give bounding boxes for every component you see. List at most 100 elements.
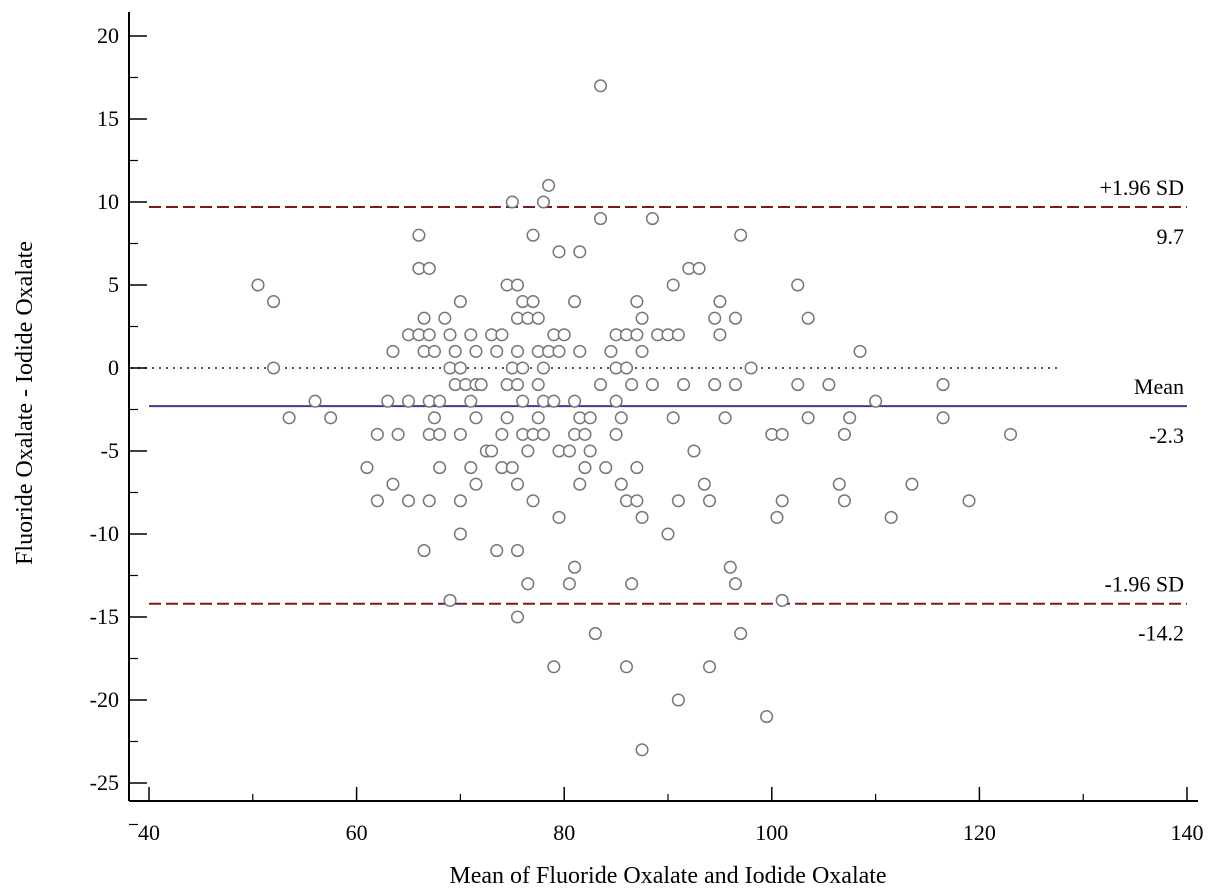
data-point <box>714 329 726 341</box>
data-point <box>429 412 441 424</box>
data-point <box>496 329 508 341</box>
data-point <box>403 495 415 507</box>
y-tick-label: -5 <box>101 438 119 463</box>
data-point <box>761 711 773 723</box>
data-point <box>532 412 544 424</box>
data-point <box>730 578 742 590</box>
axes: 20 15 10 5 0 -5 -10 -15 -20 -25 40 60 80 100 120 140 <box>90 12 1204 845</box>
y-tick-label: 5 <box>108 272 119 297</box>
data-point <box>615 412 627 424</box>
data-point <box>735 628 747 640</box>
data-point <box>527 296 539 308</box>
data-point <box>937 412 949 424</box>
data-point <box>387 346 399 358</box>
data-point <box>507 196 519 208</box>
data-point <box>621 661 633 673</box>
data-point <box>512 279 524 291</box>
data-point <box>615 478 627 490</box>
data-point <box>491 545 503 557</box>
data-point <box>667 279 679 291</box>
x-tick-label: 60 <box>346 820 368 845</box>
data-point <box>673 694 685 706</box>
data-point <box>522 578 534 590</box>
data-point <box>574 346 586 358</box>
data-point <box>823 379 835 391</box>
data-point <box>434 395 446 407</box>
data-point <box>553 246 565 258</box>
data-point <box>470 478 482 490</box>
data-point <box>636 512 648 524</box>
data-point <box>636 346 648 358</box>
data-point <box>532 312 544 324</box>
data-point <box>771 512 783 524</box>
data-point <box>906 478 918 490</box>
data-point <box>569 296 581 308</box>
y-tick-label: -15 <box>90 604 119 629</box>
data-point <box>636 312 648 324</box>
data-point <box>673 495 685 507</box>
data-point <box>465 462 477 474</box>
data-point <box>709 312 721 324</box>
data-point <box>579 462 591 474</box>
data-point <box>543 180 555 192</box>
data-point <box>693 263 705 275</box>
x-tick-label: 100 <box>755 820 788 845</box>
data-point <box>595 379 607 391</box>
data-point <box>455 429 467 441</box>
data-point <box>792 279 804 291</box>
data-point <box>584 412 596 424</box>
data-point <box>434 429 446 441</box>
data-point <box>569 561 581 573</box>
y-tick-label: -10 <box>90 521 119 546</box>
data-point <box>839 495 851 507</box>
data-point <box>538 362 550 374</box>
data-point <box>548 395 560 407</box>
data-point <box>600 462 612 474</box>
data-point <box>252 279 264 291</box>
data-point <box>574 478 586 490</box>
data-point <box>372 495 384 507</box>
data-point <box>517 395 529 407</box>
data-point <box>387 478 399 490</box>
data-point <box>631 329 643 341</box>
data-point <box>501 412 513 424</box>
data-point <box>844 412 856 424</box>
data-point <box>1005 429 1017 441</box>
data-point <box>309 395 321 407</box>
data-point <box>714 296 726 308</box>
data-point <box>802 312 814 324</box>
data-point <box>885 512 897 524</box>
data-point <box>626 379 638 391</box>
y-tick-label: 0 <box>108 355 119 380</box>
data-point <box>449 346 461 358</box>
data-point <box>662 528 674 540</box>
data-point <box>678 379 690 391</box>
reference-line-value: -2.3 <box>1149 423 1184 448</box>
x-tick-label: 140 <box>1171 820 1204 845</box>
data-point <box>610 395 622 407</box>
data-point <box>833 478 845 490</box>
data-point <box>709 379 721 391</box>
y-tick-label: -20 <box>90 687 119 712</box>
data-point <box>470 346 482 358</box>
data-point <box>730 312 742 324</box>
data-point <box>584 445 596 457</box>
data-point <box>470 412 482 424</box>
x-tick-label: 40 <box>138 820 160 845</box>
y-tick-label: -25 <box>90 770 119 795</box>
data-point <box>465 329 477 341</box>
data-point <box>283 412 295 424</box>
data-point <box>647 379 659 391</box>
data-point <box>439 312 451 324</box>
data-point <box>538 196 550 208</box>
data-point <box>667 412 679 424</box>
data-point <box>636 744 648 756</box>
x-tick-label: 80 <box>553 820 575 845</box>
data-point <box>512 346 524 358</box>
data-point <box>361 462 373 474</box>
reference-line-value: 9.7 <box>1157 224 1185 249</box>
data-point <box>776 495 788 507</box>
data-point <box>444 595 456 607</box>
data-point <box>719 412 731 424</box>
